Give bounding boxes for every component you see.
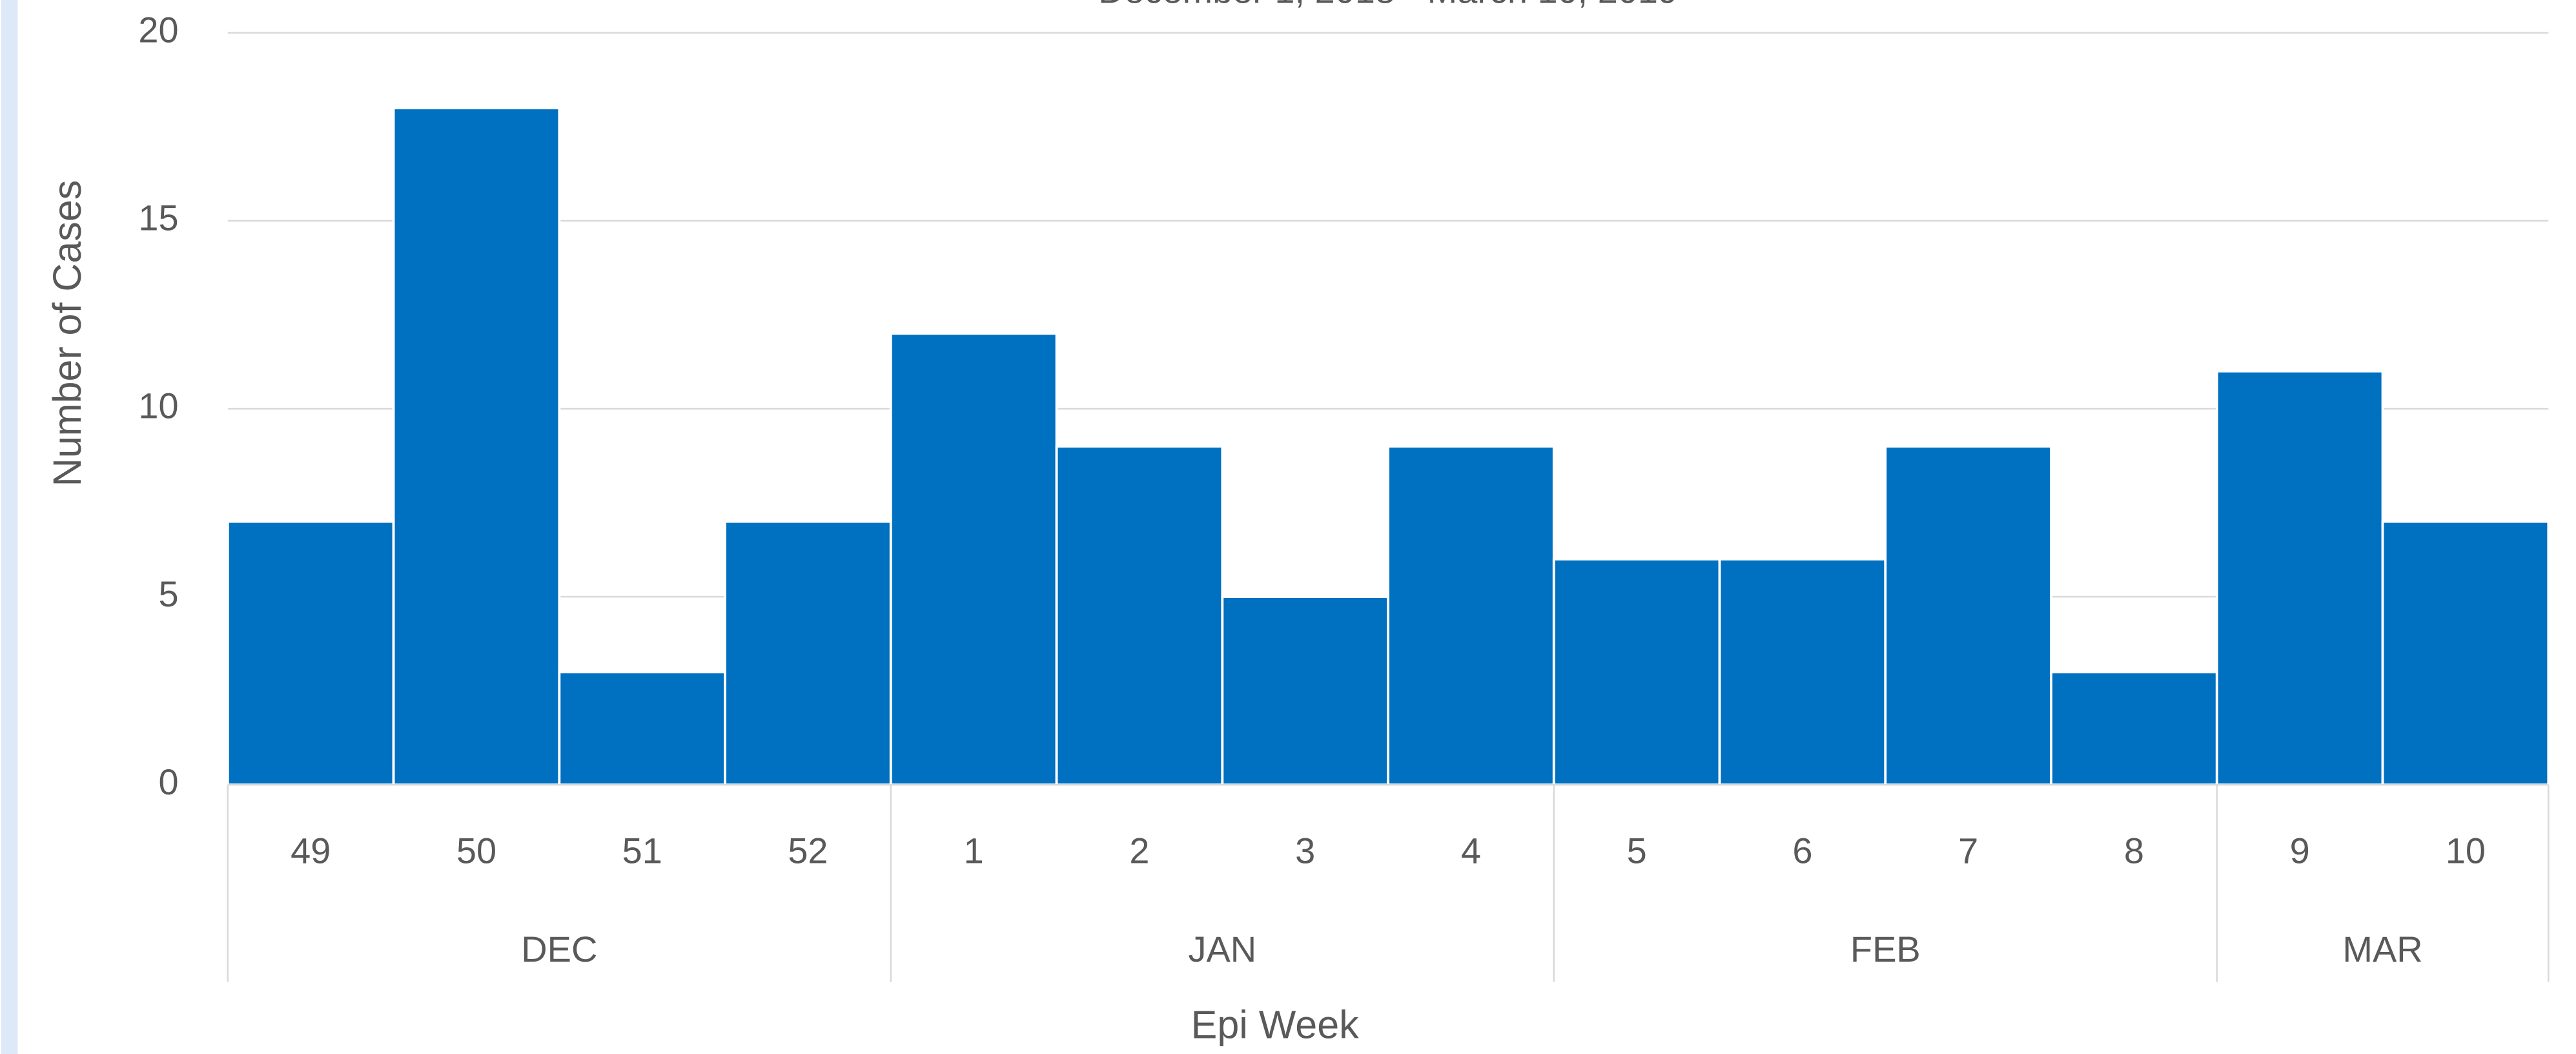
x-tick-label: 51 xyxy=(622,831,662,871)
window-edge xyxy=(1,0,18,1054)
x-tick-label: 8 xyxy=(2124,831,2144,871)
bar xyxy=(2381,520,2550,787)
x-group-label: JAN xyxy=(1189,929,1257,969)
x-tick-label: 7 xyxy=(1958,831,1978,871)
bar xyxy=(392,107,561,787)
bar xyxy=(889,332,1058,787)
x-tick-label: 9 xyxy=(2290,831,2310,871)
x-group-label: MAR xyxy=(2342,929,2422,969)
x-tick-label: 10 xyxy=(2446,831,2486,871)
x-group-label: DEC xyxy=(521,929,597,969)
bar xyxy=(2050,670,2218,787)
x-tick-label: 50 xyxy=(456,831,496,871)
x-tick-label: 5 xyxy=(1627,831,1647,871)
x-tick-label: 52 xyxy=(788,831,828,871)
y-tick-label: 15 xyxy=(138,198,178,238)
y-tick-label: 0 xyxy=(158,761,178,802)
bar xyxy=(1221,595,1389,787)
x-tick-label: 4 xyxy=(1461,831,1481,871)
x-tick-label: 3 xyxy=(1295,831,1315,871)
x-tick-label: 2 xyxy=(1129,831,1149,871)
y-tick-label: 10 xyxy=(138,386,178,426)
bar xyxy=(2215,369,2384,787)
x-axis-title: Epi Week xyxy=(1191,1002,1359,1046)
x-group-label: FEB xyxy=(1850,929,1921,969)
bar xyxy=(1718,557,1887,787)
bar xyxy=(558,670,726,787)
bar xyxy=(226,520,395,787)
bar xyxy=(1055,445,1224,787)
y-tick-label: 20 xyxy=(138,10,178,50)
y-axis-title: Number of Cases xyxy=(45,180,89,487)
x-tick-label: 1 xyxy=(964,831,984,871)
bar xyxy=(1884,445,2052,787)
bar xyxy=(1552,557,1721,787)
x-tick-label: 49 xyxy=(291,831,331,871)
x-tick-label: 6 xyxy=(1792,831,1812,871)
y-tick-label: 5 xyxy=(158,574,178,614)
chart-subtitle: December 1, 2018 - March 10, 2019 xyxy=(1098,0,1678,11)
bar xyxy=(1387,445,1555,787)
bar xyxy=(724,520,892,787)
